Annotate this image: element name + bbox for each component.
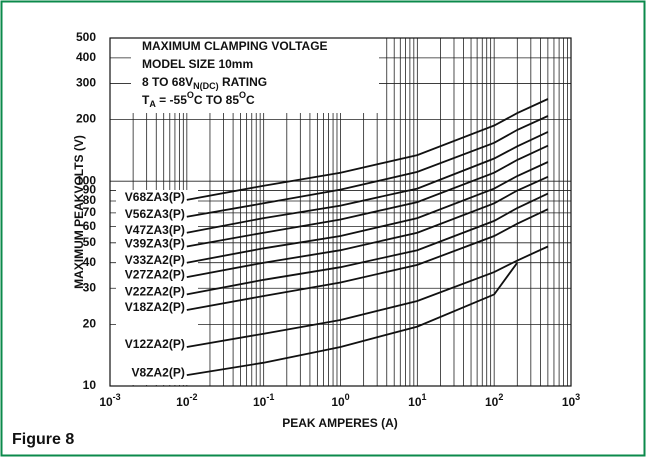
series-line: [186, 175, 549, 278]
annotation-text: 8 TO 68V: [142, 75, 193, 89]
series-label: V22ZA2(P): [125, 285, 185, 299]
x-tick-exponent: 3: [575, 392, 580, 402]
y-tick-label: 100: [76, 173, 96, 187]
x-tick-label: 102: [485, 392, 503, 409]
annotation-text: T: [142, 93, 150, 107]
caption: Figure 8: [12, 431, 74, 448]
annotation-line: 8 TO 68VN(DC) RATING: [142, 75, 267, 91]
y-axis-title: MAXIMUM PEAKVOLTS (V): [72, 135, 86, 289]
annotation-box: [131, 37, 379, 113]
series-line: [186, 208, 549, 311]
x-tick-exponent: 1: [422, 392, 427, 402]
series-line: [186, 245, 549, 348]
x-tick-label: 10-1: [253, 392, 274, 409]
series-line: [186, 144, 549, 248]
annotation-text: RATING: [219, 75, 267, 89]
annotation-text: O: [239, 90, 246, 100]
y-tick-label: 200: [76, 112, 96, 126]
y-tick-label: 30: [83, 280, 97, 294]
y-tick-label: 20: [83, 317, 97, 331]
series-line: [186, 161, 549, 264]
annotation-line: TA = -55OC TO 85OC: [142, 90, 255, 109]
series-line: [186, 115, 549, 218]
annotation-text: MODEL SIZE 10mm: [142, 57, 253, 71]
x-tick-base: 10: [176, 395, 190, 409]
annotation-text: C: [246, 93, 255, 107]
series-line: [186, 262, 519, 376]
annotation-text: MAXIMUM CLAMPING VOLTAGE: [142, 39, 328, 53]
annotation-line: MODEL SIZE 10mm: [142, 57, 253, 71]
x-tick-base: 10: [562, 395, 576, 409]
annotation-text: A: [149, 99, 156, 109]
x-axis-title: PEAK AMPERES (A): [282, 416, 398, 430]
y-tick-label: 80: [83, 193, 97, 207]
annotation-text: C TO 85: [194, 93, 239, 107]
annotation-line: MAXIMUM CLAMPING VOLTAGE: [142, 39, 328, 53]
x-tick-label: 10-2: [176, 392, 197, 409]
x-tick-exponent: -2: [190, 392, 198, 402]
x-tick-label: 100: [331, 392, 349, 409]
x-tick-exponent: -3: [113, 392, 121, 402]
y-tick-label: 50: [83, 235, 97, 249]
series-label: V12ZA2(P): [125, 337, 185, 351]
y-tick-label: 10: [83, 378, 97, 392]
annotation-text: N(DC): [193, 81, 219, 91]
x-tick-exponent: 0: [345, 392, 350, 402]
x-tick-exponent: -1: [266, 392, 274, 402]
y-tick-label: 90: [83, 183, 97, 197]
y-tick-label: 70: [83, 205, 97, 219]
x-tick-base: 10: [253, 395, 267, 409]
series-label: V8ZA2(P): [131, 365, 184, 379]
series-label: V47ZA3(P): [125, 223, 185, 237]
y-tick-label: 40: [83, 255, 97, 269]
x-tick-label: 10-3: [99, 392, 120, 409]
y-tick-label: 400: [76, 50, 96, 64]
label-box: [116, 190, 198, 385]
x-tick-base: 10: [331, 395, 345, 409]
series-line: [186, 131, 549, 234]
series-label: V18ZA2(P): [125, 300, 185, 314]
plot-frame: [109, 37, 572, 387]
y-tick-label: 60: [83, 219, 97, 233]
x-tick-label: 101: [408, 392, 426, 409]
annotation-text: O: [187, 90, 194, 100]
series-label: V56ZA3(P): [125, 207, 185, 221]
x-tick-base: 10: [99, 395, 113, 409]
series-label: V39ZA3(P): [125, 237, 185, 251]
series-label: V27ZA2(P): [125, 267, 185, 281]
series-label: V33ZA2(P): [125, 253, 185, 267]
x-tick-base: 10: [485, 395, 499, 409]
x-tick-label: 103: [562, 392, 580, 409]
y-tick-label: 300: [76, 76, 96, 90]
series-label: V68ZA3(P): [125, 190, 185, 204]
series-line: [186, 98, 549, 201]
x-tick-base: 10: [408, 395, 422, 409]
y-tick-label: 500: [76, 30, 96, 44]
series-line: [186, 192, 549, 296]
annotation-text: = -55: [156, 93, 187, 107]
x-tick-exponent: 2: [498, 392, 503, 402]
